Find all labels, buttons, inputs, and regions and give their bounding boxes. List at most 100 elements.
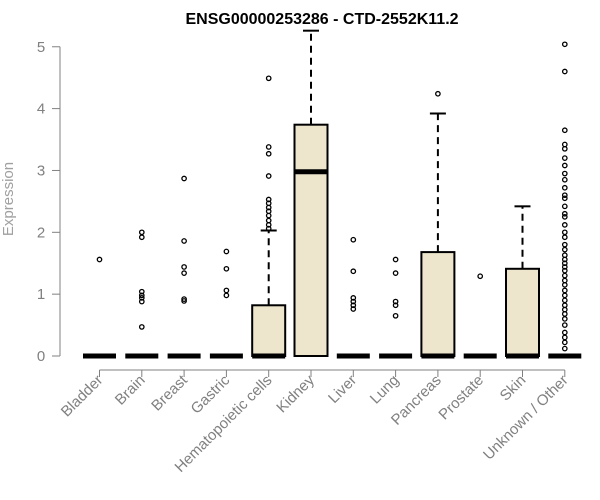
outlier-point xyxy=(561,192,568,199)
outlier-point xyxy=(561,170,568,177)
box-rect xyxy=(505,267,540,357)
outlier-point xyxy=(561,213,568,220)
box-4 xyxy=(209,248,243,359)
outlier-point xyxy=(181,264,187,270)
outlier-point xyxy=(181,175,187,182)
outlier-point xyxy=(265,144,272,150)
outlier-point xyxy=(561,316,568,322)
outlier-point xyxy=(392,256,399,263)
outlier-point xyxy=(265,204,272,211)
outlier-point xyxy=(561,292,568,299)
outlier-point xyxy=(223,265,230,272)
outlier-point xyxy=(561,229,568,236)
outlier-point xyxy=(561,162,568,169)
outlier-point xyxy=(561,145,568,152)
outlier-point xyxy=(561,334,568,341)
outlier-point xyxy=(181,296,187,302)
x-tick-label: Breast xyxy=(148,371,191,414)
y-tick-label: 1 xyxy=(37,286,45,303)
outlier-point xyxy=(561,210,568,217)
outlier-point xyxy=(561,322,568,328)
box-10 xyxy=(463,273,497,359)
outlier-point xyxy=(561,246,568,253)
box-5 xyxy=(251,75,287,359)
y-tick-label: 0 xyxy=(37,348,45,365)
outlier-point xyxy=(96,256,103,263)
outlier-point xyxy=(138,324,145,330)
outlier-point xyxy=(477,273,484,280)
outlier-point xyxy=(223,287,230,294)
outlier-point xyxy=(138,229,145,236)
x-tick-label: Prostate xyxy=(435,372,487,424)
outlier-point xyxy=(561,195,568,202)
outlier-point xyxy=(392,302,399,309)
outlier-point xyxy=(561,272,568,279)
box-6 xyxy=(293,29,329,357)
x-tick-label: Bladder xyxy=(58,372,107,421)
box-12 xyxy=(548,41,582,359)
outlier-point xyxy=(350,306,357,312)
outlier-point xyxy=(561,287,568,294)
y-tick-label: 5 xyxy=(37,39,45,56)
outlier-point xyxy=(561,339,568,346)
outlier-point xyxy=(181,270,187,276)
x-tick-label: Brain xyxy=(112,372,149,409)
outlier-point xyxy=(561,68,568,75)
outlier-point xyxy=(561,282,568,288)
x-tick-label: Skin xyxy=(497,372,530,405)
box-7 xyxy=(336,236,370,359)
box-rect xyxy=(293,123,329,357)
outlier-point xyxy=(265,75,272,82)
outlier-point xyxy=(350,302,357,309)
outlier-point xyxy=(561,329,568,336)
outlier-point xyxy=(265,225,272,232)
outlier-point xyxy=(223,292,230,299)
outlier-point xyxy=(561,260,568,267)
outlier-point xyxy=(561,345,568,352)
outlier-point xyxy=(350,268,357,275)
outlier-point xyxy=(561,41,568,48)
outlier-point xyxy=(392,270,399,276)
outlier-point xyxy=(138,234,145,241)
outlier-point xyxy=(561,297,568,304)
outlier-point xyxy=(350,295,357,301)
box-8 xyxy=(379,256,413,359)
outlier-point xyxy=(265,196,272,203)
outlier-point xyxy=(138,298,145,305)
outlier-point xyxy=(561,184,568,191)
box-9 xyxy=(420,90,456,359)
outlier-point xyxy=(392,298,399,305)
outlier-point xyxy=(138,292,145,299)
outlier-point xyxy=(561,264,568,270)
outlier-point xyxy=(561,234,568,241)
outlier-point xyxy=(561,176,568,183)
outlier-point xyxy=(181,238,187,244)
outlier-point xyxy=(265,222,272,228)
x-tick-label: Kidney xyxy=(273,371,318,416)
box-2 xyxy=(125,229,159,359)
outlier-point xyxy=(561,222,568,228)
outlier-point xyxy=(561,203,568,210)
outlier-point xyxy=(561,127,568,134)
outlier-point xyxy=(561,155,568,161)
outlier-point xyxy=(138,295,145,301)
outlier-point xyxy=(435,90,441,97)
x-tick-label: Lung xyxy=(367,372,403,408)
outlier-point xyxy=(350,298,357,305)
boxes-layer xyxy=(83,29,582,359)
x-tick-label: Liver xyxy=(325,372,360,407)
box-3 xyxy=(167,175,201,359)
chart-title: ENSG00000253286 - CTD-2552K11.2 xyxy=(185,11,458,28)
y-axis-label: Expression xyxy=(0,162,17,236)
y-axis: 0 1 2 3 4 5 xyxy=(37,39,61,365)
outlier-point xyxy=(561,241,568,248)
outlier-point xyxy=(561,256,568,263)
y-tick-label: 4 xyxy=(37,101,45,118)
outlier-point xyxy=(181,298,187,304)
box-1 xyxy=(83,256,116,359)
box-rect xyxy=(420,251,456,357)
outlier-point xyxy=(223,248,230,255)
outlier-point xyxy=(138,288,145,295)
